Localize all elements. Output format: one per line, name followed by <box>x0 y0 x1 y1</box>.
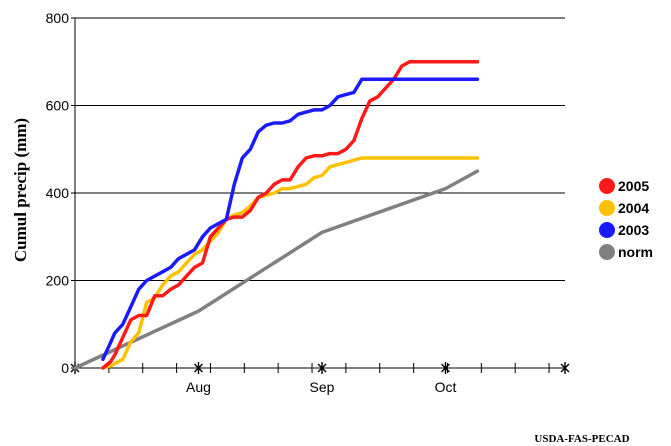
y-ticks: 0 200 400 600 800 <box>46 10 75 376</box>
y-tick-label: 800 <box>46 10 70 26</box>
legend-label-2005: 2005 <box>618 178 649 194</box>
x-ticks: Aug Sep Oct <box>70 362 570 395</box>
y-axis-label: Cumul precip (mm) <box>11 118 30 262</box>
legend-label-2004: 2004 <box>618 200 649 216</box>
x-tick-label-sep: Sep <box>310 379 335 395</box>
legend-swatch-2005 <box>599 178 615 194</box>
series-line-2003 <box>101 77 480 362</box>
legend-swatch-2003 <box>599 222 615 238</box>
credit-text: USDA-FAS-PECAD <box>534 433 629 445</box>
y-tick-label: 0 <box>61 360 69 376</box>
legend-label-norm: norm <box>618 244 653 260</box>
x-tick-label-aug: Aug <box>186 379 211 395</box>
x-tick-label-oct: Oct <box>435 379 457 395</box>
legend-label-2003: 2003 <box>618 222 649 238</box>
y-tick-label: 400 <box>46 185 70 201</box>
y-tick-label: 600 <box>46 98 70 114</box>
series-line-2005 <box>101 60 480 370</box>
legend-swatch-2004 <box>599 200 615 216</box>
series-group <box>73 60 480 370</box>
legend: 2005 2004 2003 norm <box>599 178 653 260</box>
legend-swatch-norm <box>599 244 615 260</box>
series-line-2004 <box>101 156 480 370</box>
series-line-norm <box>73 169 480 370</box>
y-tick-label: 200 <box>46 273 70 289</box>
grid-lines <box>75 17 565 281</box>
